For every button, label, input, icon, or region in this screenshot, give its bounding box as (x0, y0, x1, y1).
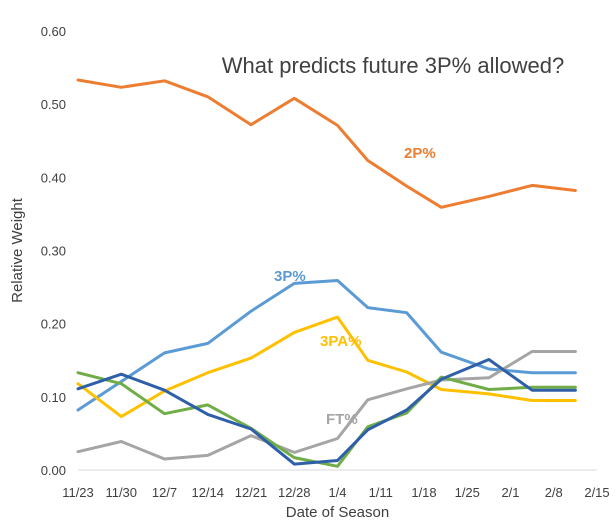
x-tick-label: 11/30 (105, 485, 137, 500)
x-axis-title: Date of Season (286, 504, 389, 521)
axes: 0.00 0.10 0.20 0.30 0.40 0.50 0.60 11/23 11/30 12… (41, 24, 610, 500)
series-label-2p: 2P% (404, 145, 436, 162)
y-tick-label: 0.40 (41, 170, 66, 185)
series-label-ft: FT% (326, 411, 358, 428)
y-tick-label: 0.30 (41, 244, 66, 259)
x-tick-label: 1/18 (411, 485, 436, 500)
y-axis-title: Relative Weight (9, 197, 26, 303)
x-tick-label: 1/11 (369, 485, 393, 500)
x-tick-label: 1/4 (328, 485, 346, 500)
series-line-2 (76, 279, 577, 412)
series-line-5 (76, 371, 577, 468)
y-tick-label: 0.10 (41, 390, 66, 405)
x-tick-label: 1/25 (455, 485, 480, 500)
y-tick-label: 0.20 (41, 317, 66, 332)
series-group (76, 78, 577, 468)
series-labels: 2P% 3P% 3PA% FT% (274, 145, 436, 428)
x-tick-label: 12/28 (278, 485, 311, 500)
y-tick-label: 0.50 (41, 97, 66, 112)
x-tick-label: 11/23 (62, 485, 94, 500)
x-tick-label: 2/15 (584, 485, 609, 500)
y-tick-label: 0.00 (41, 463, 66, 478)
series-label-3pa: 3PA% (320, 333, 361, 350)
x-tick-label: 12/7 (152, 485, 177, 500)
x-tick-label: 2/1 (501, 485, 519, 500)
x-tick-label: 2/8 (545, 485, 563, 500)
series-label-3p: 3P% (274, 268, 306, 285)
series-line-6 (76, 358, 577, 466)
x-tick-label: 12/14 (191, 485, 224, 500)
chart-title: What predicts future 3P% allowed? (222, 53, 564, 78)
series-line-1 (76, 78, 577, 209)
series-line-4 (76, 350, 577, 461)
x-tick-label: 12/21 (235, 485, 268, 500)
y-tick-label: 0.60 (41, 24, 66, 39)
